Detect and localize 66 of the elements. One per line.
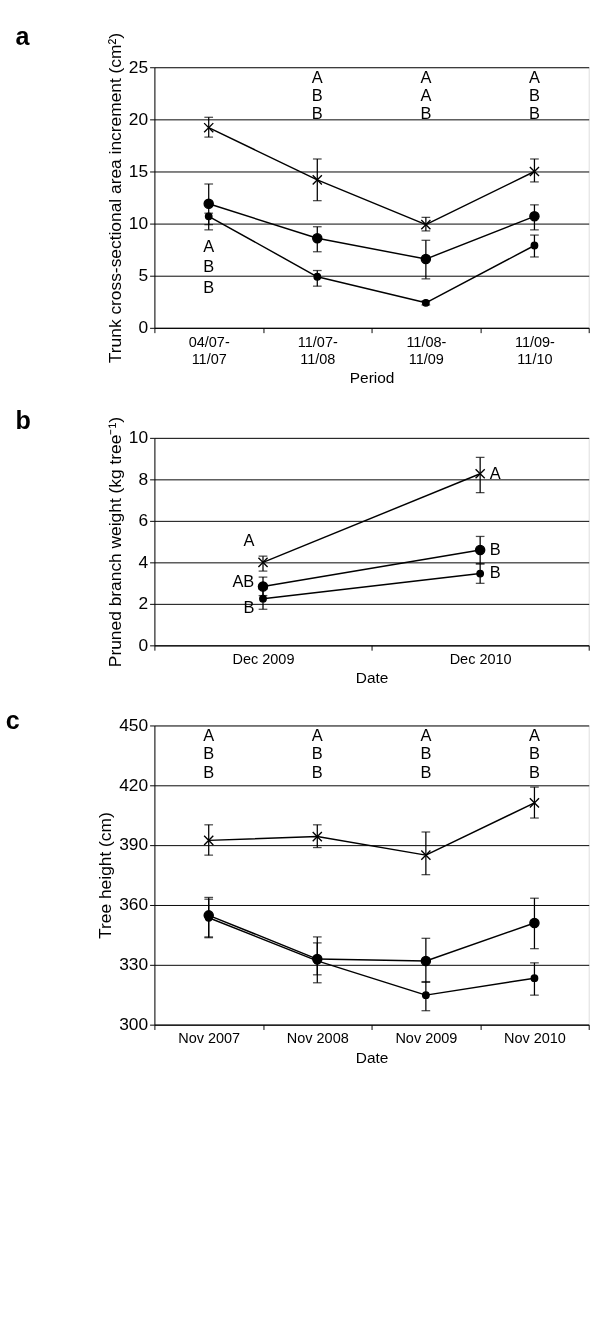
x-tick-label: Nov 2010 [503, 1030, 566, 1047]
x-tick-label: Dec 2010 [449, 651, 512, 668]
annotation: B [489, 539, 501, 558]
annotation: B [528, 86, 540, 105]
x-tick-label: 11/07- 11/08 [297, 333, 338, 368]
annotation: A [420, 725, 432, 744]
annotation: A [528, 67, 540, 86]
y-tick-label: 8 [138, 468, 149, 489]
annotation: A [311, 67, 323, 86]
x-axis-title: Date [355, 669, 389, 687]
y-tick-label: 6 [138, 510, 149, 531]
annotation: B [489, 563, 501, 582]
y-tick-label: 4 [138, 551, 149, 572]
y-tick-label: 2 [138, 593, 149, 614]
x-tick-label: 04/07- 11/07 [188, 333, 230, 368]
chart-title: c [5, 706, 20, 735]
annotation: A [420, 67, 432, 86]
y-tick-label: 15 [128, 160, 149, 181]
y-tick-label: 420 [119, 774, 149, 795]
y-axis-title: Trunk cross-sectional area increment (cm²) [105, 32, 126, 364]
y-tick-label: 5 [138, 265, 149, 286]
annotation: B [311, 104, 323, 123]
chart-title: a [15, 21, 31, 50]
y-tick-label: 360 [119, 894, 149, 915]
annotation: A [420, 86, 432, 105]
y-tick-label: 0 [138, 634, 149, 655]
x-tick-label: Nov 2009 [395, 1030, 458, 1047]
annotation: A [528, 725, 540, 744]
annotation: B [528, 744, 540, 763]
y-tick-label: 0 [138, 317, 149, 338]
annotation: B [311, 744, 323, 763]
x-tick-label: 11/09- 11/10 [514, 333, 556, 368]
y-tick-label: 450 [119, 714, 149, 735]
x-axis-title: Period [349, 369, 395, 387]
x-tick-label: 11/08- 11/09 [406, 333, 447, 368]
annotation: A [203, 725, 215, 744]
y-tick-label: 300 [119, 1013, 149, 1034]
annotation: A [243, 530, 255, 549]
y-tick-label: 25 [128, 56, 149, 77]
annotation: B [420, 744, 432, 763]
y-tick-label: 10 [128, 212, 149, 233]
annotation: B [528, 762, 540, 781]
y-tick-label: 390 [119, 834, 149, 855]
annotation: A [203, 237, 215, 256]
x-axis-title: Date [355, 1048, 389, 1066]
annotation: A [489, 463, 501, 482]
annotation: B [528, 104, 540, 123]
chart-title: b [15, 406, 31, 435]
annotation: B [311, 762, 323, 781]
annotation: B [203, 277, 215, 296]
x-tick-label: Dec 2009 [232, 651, 295, 668]
annotation: B [420, 104, 432, 123]
x-tick-label: Nov 2008 [286, 1030, 349, 1047]
y-tick-label: 330 [119, 954, 149, 975]
y-tick-label: 10 [128, 427, 149, 448]
annotation: B [203, 744, 215, 763]
annotation: B [420, 762, 432, 781]
annotation: AB [232, 572, 255, 591]
annotation: B [311, 86, 323, 105]
x-tick-label: Nov 2007 [178, 1030, 241, 1047]
annotation: A [311, 725, 323, 744]
y-axis-title: Pruned branch weight (kg tree⁻¹) [105, 417, 126, 668]
annotation: B [203, 257, 215, 276]
y-tick-label: 20 [128, 108, 149, 129]
y-axis-title: Tree height (cm) [95, 812, 116, 939]
annotation: B [203, 762, 215, 781]
